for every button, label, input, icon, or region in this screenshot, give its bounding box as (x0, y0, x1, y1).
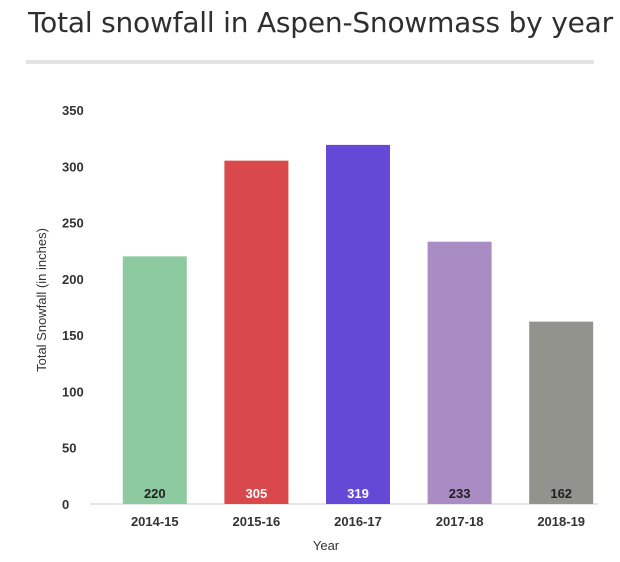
y-tick-label: 250 (62, 216, 84, 231)
y-axis-ticks: 0 50 100 150 200 250 300 350 (62, 103, 84, 512)
y-tick-label: 200 (62, 272, 84, 287)
chart-title: Total snowfall in Aspen-Snowmass by year (28, 6, 613, 39)
x-tick-label: 2015-16 (233, 514, 281, 529)
bar-2017-18 (427, 241, 492, 505)
data-label: 233 (449, 486, 471, 501)
bar-2014-15 (122, 256, 187, 504)
y-tick-label: 300 (62, 159, 84, 174)
y-tick-label: 350 (62, 103, 84, 118)
x-axis-ticks: 2014-15 2015-16 2016-17 2017-18 2018-19 (131, 514, 585, 529)
y-tick-label: 0 (62, 497, 69, 512)
x-tick-label: 2016-17 (334, 514, 382, 529)
y-axis-label: Total Snowfall (in inches) (34, 228, 49, 372)
data-label: 305 (246, 486, 268, 501)
x-axis-label: Year (313, 538, 340, 553)
y-tick-label: 100 (62, 384, 84, 399)
data-label: 319 (347, 486, 369, 501)
data-label: 220 (144, 486, 166, 501)
x-tick-label: 2014-15 (131, 514, 179, 529)
bars: 220 305 319 233 162 (122, 144, 594, 505)
x-tick-label: 2018-19 (537, 514, 585, 529)
title-underline (26, 60, 594, 64)
bar-2016-17 (326, 144, 390, 504)
bar-2018-19 (529, 321, 594, 504)
y-tick-label: 150 (62, 328, 84, 343)
x-tick-label: 2017-18 (436, 514, 484, 529)
bar-2015-16 (224, 160, 289, 504)
data-label: 162 (550, 486, 572, 501)
y-tick-label: 50 (62, 441, 76, 456)
